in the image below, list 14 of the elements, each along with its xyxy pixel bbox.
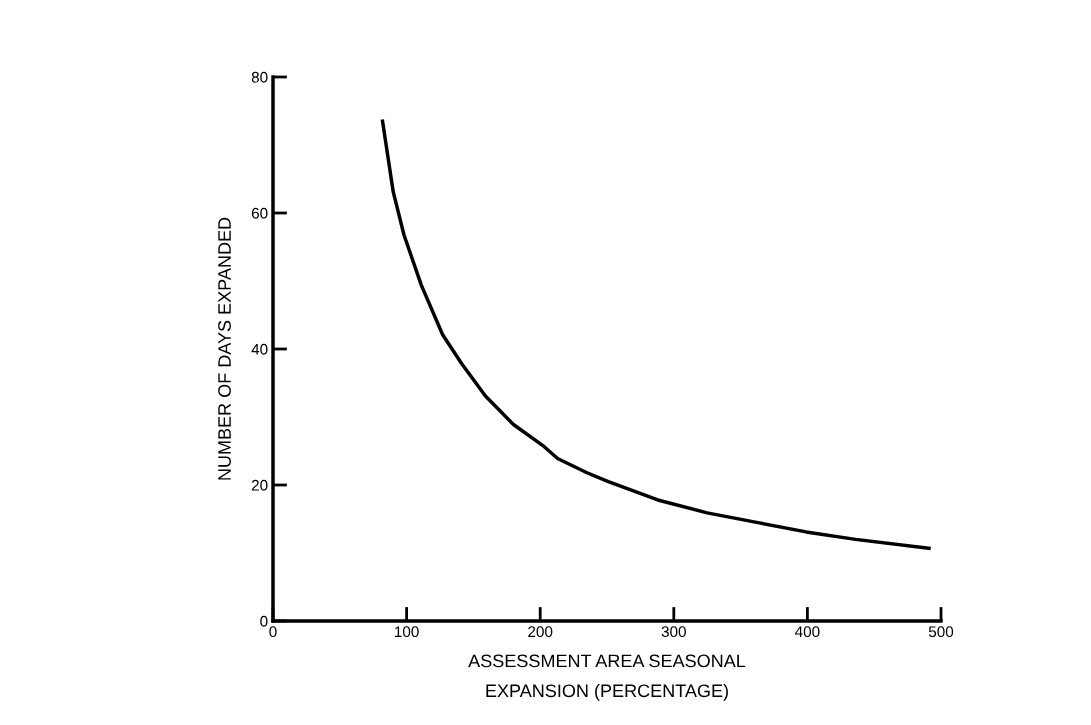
x-tick-label: 500 bbox=[928, 626, 954, 638]
x-tick-label: 300 bbox=[661, 626, 686, 638]
y-tick-label: 0 bbox=[260, 615, 268, 627]
y-axis-title: NUMBER OF DAYS EXPANDED bbox=[218, 217, 231, 480]
x-tick-label: 400 bbox=[795, 626, 820, 638]
y-tick-label: 20 bbox=[251, 479, 268, 491]
x-axis-title: ASSESSMENT AREA SEASONAL EXPANSION (PERCENTAGE) bbox=[468, 654, 746, 701]
x-tick-label: 100 bbox=[395, 626, 419, 638]
y-tick-label: 80 bbox=[251, 71, 268, 83]
y-tick-label: 60 bbox=[251, 207, 268, 219]
x-tick-label: 0 bbox=[269, 626, 277, 638]
y-tick-label: 40 bbox=[251, 343, 268, 355]
line-series bbox=[380, 119, 931, 550]
x-tick-label: 200 bbox=[528, 626, 553, 638]
